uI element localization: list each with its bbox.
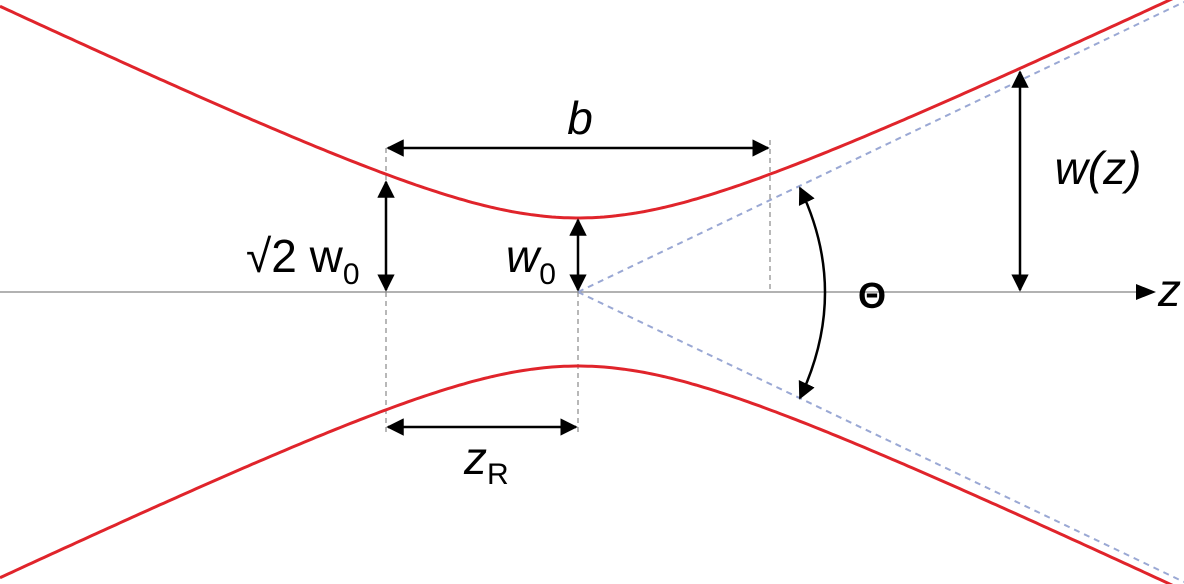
label-sub: 0 [539, 258, 556, 291]
label-main: z [463, 432, 487, 484]
beam-upper [0, 0, 1174, 220]
axis-arrowhead [1136, 284, 1156, 300]
label-theta: Θ [858, 275, 886, 316]
beam-lower [0, 364, 1174, 584]
label-main: √2 w [246, 230, 344, 282]
label-main: w [506, 230, 542, 282]
label-w0: w0 [506, 230, 556, 291]
label-wz: w(z) [1055, 142, 1142, 194]
label-sub: R [487, 458, 509, 491]
label-zr: zR [463, 432, 509, 491]
asymptote-lower [577, 291, 1184, 583]
asymptote-upper [577, 1, 1184, 293]
label-sub: 0 [343, 258, 360, 291]
label-sqrt2-w0: √2 w0 [246, 230, 360, 291]
label-b: b [567, 92, 593, 144]
label-z-axis: z [1157, 264, 1181, 316]
theta-arc [798, 186, 827, 400]
